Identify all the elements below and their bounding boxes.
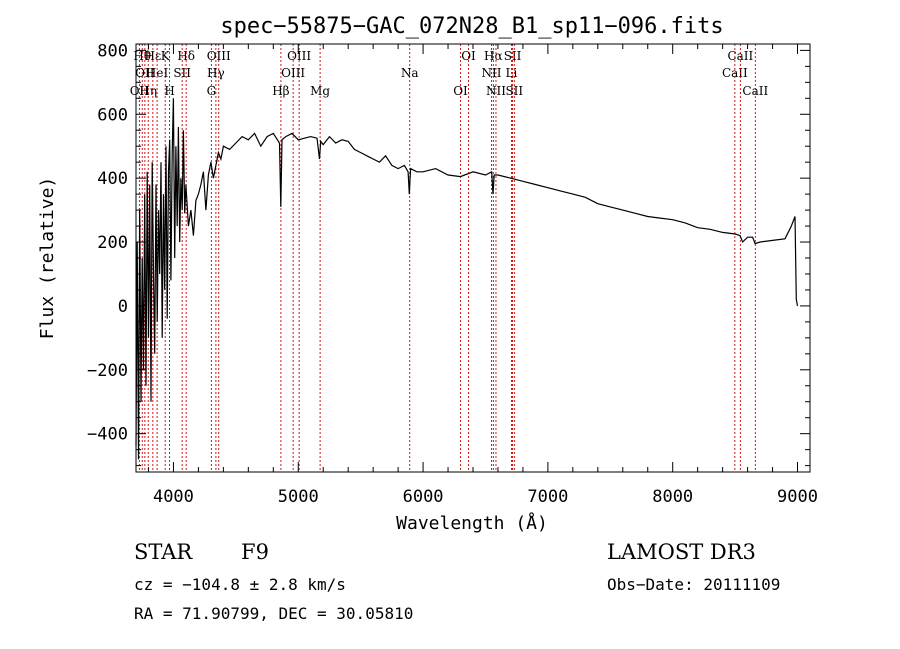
- marker-label: CaII: [722, 66, 748, 80]
- line-markers: OIIHθOIIHηHεHeIKHSIIHδGHγOIIIHβOIIIOIIIM…: [130, 44, 768, 472]
- x-tick-label: 6000: [403, 487, 444, 507]
- object-subclass: F9: [241, 540, 269, 564]
- marker-label: SII: [505, 84, 523, 98]
- object-class: STAR: [134, 540, 193, 564]
- y-axis-label: Flux (relative): [37, 177, 58, 340]
- marker-label: Hδ: [177, 49, 195, 63]
- marker-label: Na: [401, 66, 419, 80]
- redshift-value: cz = −104.8 ± 2.8 km/s: [134, 575, 346, 594]
- marker-label: NII: [481, 66, 501, 80]
- y-tick-label: −200: [87, 361, 128, 381]
- y-tick-label: 600: [97, 105, 128, 125]
- x-tick-label: 9000: [777, 487, 818, 507]
- marker-label: Hη: [139, 84, 157, 98]
- x-tick-label: 7000: [527, 487, 568, 507]
- marker-label: OIII: [207, 49, 231, 63]
- marker-label: CaII: [742, 84, 768, 98]
- coordinates: RA = 71.90799, DEC = 30.05810: [134, 604, 414, 623]
- marker-label: OI: [461, 49, 476, 63]
- x-tick-label: 8000: [652, 487, 693, 507]
- y-tick-label: 400: [97, 169, 128, 189]
- x-tick-label: 5000: [278, 487, 319, 507]
- y-tick-label: −400: [87, 425, 128, 445]
- marker-label: OIII: [281, 66, 305, 80]
- marker-label: Hθ: [133, 49, 151, 63]
- marker-label: OI: [453, 84, 468, 98]
- y-tick-label: 200: [97, 233, 128, 253]
- y-axis-ticks: −400 −200 0 200 400 600 800: [87, 41, 810, 467]
- marker-label: Li: [506, 66, 518, 80]
- marker-label: K: [161, 49, 171, 63]
- marker-label: H: [164, 84, 174, 98]
- marker-label: CaII: [727, 49, 753, 63]
- marker-label: OII: [130, 84, 150, 98]
- marker-label: NII: [486, 84, 506, 98]
- marker-label: Hε: [145, 49, 162, 63]
- plot-frame: [135, 43, 811, 473]
- survey-name: LAMOST DR3: [607, 540, 756, 564]
- flux-series-line: [135, 98, 799, 460]
- y-tick-label: 800: [97, 41, 128, 61]
- marker-label: Hγ: [207, 66, 225, 80]
- marker-label: OII: [135, 66, 155, 80]
- obs-date: Obs−Date: 20111109: [607, 575, 781, 594]
- x-axis-ticks: 4000 5000 6000 7000 8000 9000: [147, 44, 818, 507]
- x-axis-label: Wavelength (Å): [396, 512, 548, 534]
- x-tick-label: 4000: [153, 487, 194, 507]
- marker-label: SII: [173, 66, 191, 80]
- marker-label: SII: [504, 49, 522, 63]
- y-tick-label: 0: [118, 297, 128, 317]
- marker-label: G: [207, 84, 217, 98]
- marker-label: Hα: [484, 49, 503, 63]
- marker-label: Hβ: [272, 84, 289, 98]
- marker-label: HeI: [146, 66, 169, 80]
- chart-title: spec−55875−GAC_072N28_B1_sp11−096.fits: [220, 14, 723, 39]
- marker-label: OIII: [287, 49, 311, 63]
- marker-label: Mg: [310, 84, 330, 98]
